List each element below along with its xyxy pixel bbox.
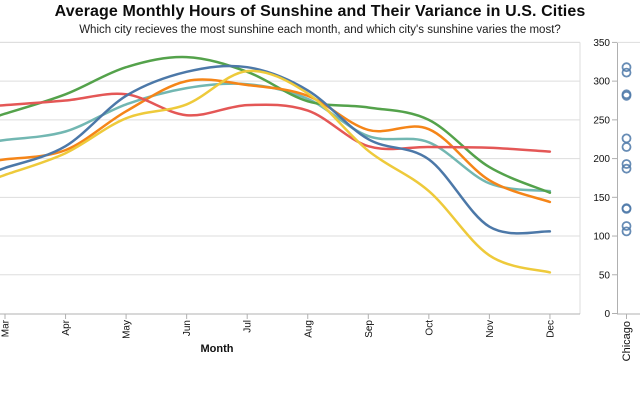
data-point-4 <box>621 133 632 144</box>
y-tick-label-350: 350 <box>593 38 610 49</box>
data-point-7 <box>621 163 632 174</box>
detail-chart-y-axis: 0 50 100 150 200 250 300 350 Chicago <box>593 38 640 361</box>
detail-chart-points <box>621 62 632 237</box>
x-tick-label-Jun: Jun <box>182 320 193 336</box>
main-chart-series <box>0 55 552 274</box>
x-tick-label-May: May <box>122 320 133 339</box>
y-tick-label-100: 100 <box>593 232 610 243</box>
y-tick-label-300: 300 <box>593 77 610 88</box>
main-chart-x-axis: Mar Apr May Jun Jul Aug Sep Oct Nov Dec Month <box>0 313 580 355</box>
data-point-3 <box>621 90 632 101</box>
data-point-1 <box>621 67 632 78</box>
y-tick-label-50: 50 <box>599 270 611 281</box>
y-tick-label-250: 250 <box>593 115 610 126</box>
y-tick-label-200: 200 <box>593 154 610 165</box>
data-point-10 <box>621 221 632 231</box>
x-tick-label-Apr: Apr <box>61 319 72 335</box>
chart-header: Average Monthly Hours of Sunshine and Th… <box>0 0 640 36</box>
x-tick-label-Mar: Mar <box>1 319 12 337</box>
data-point-0 <box>621 62 632 73</box>
x-tick-label-Dec: Dec <box>545 320 556 338</box>
series-red-line <box>0 92 552 153</box>
x-tick-label-Sep: Sep <box>364 320 375 338</box>
series-blue-line <box>0 64 552 235</box>
series-yellow-line <box>0 69 552 274</box>
series-teal-line <box>0 82 552 193</box>
x-axis-title: Month <box>201 343 234 355</box>
x-tick-label-Aug: Aug <box>303 320 314 338</box>
x-tick-label-Jul: Jul <box>243 320 254 333</box>
data-point-6 <box>621 159 632 169</box>
chart-title: Average Monthly Hours of Sunshine and Th… <box>54 3 586 20</box>
data-point-5 <box>621 142 632 152</box>
detail-x-label: Chicago <box>621 321 633 361</box>
data-point-9 <box>621 203 632 214</box>
y-tick-label-0: 0 <box>604 309 610 320</box>
data-point-11 <box>621 226 632 237</box>
y-tick-label-150: 150 <box>593 193 610 204</box>
chart-subtitle: Which city recieves the most sunshine ea… <box>79 24 561 36</box>
x-tick-label-Nov: Nov <box>485 320 496 338</box>
x-tick-label-Oct: Oct <box>424 320 435 336</box>
